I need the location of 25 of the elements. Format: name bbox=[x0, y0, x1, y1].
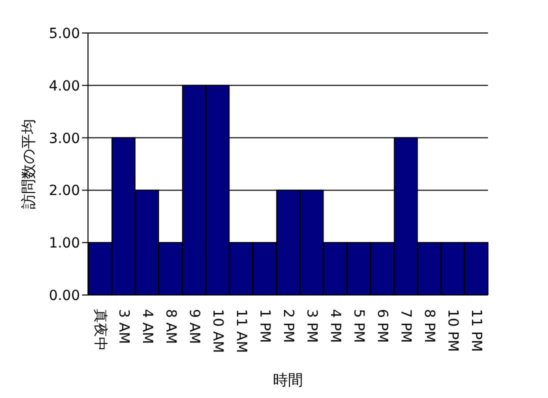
x-axis-title: 時間 bbox=[273, 371, 303, 389]
x-tick-label: 11 PM bbox=[468, 309, 484, 352]
y-tick-label: 4.00 bbox=[48, 78, 80, 94]
x-tick-label: 10 PM bbox=[444, 309, 461, 352]
x-tick-label: 3 AM bbox=[115, 309, 132, 344]
x-tick-label: 真夜中 bbox=[92, 309, 108, 351]
x-tick-label: 2 PM bbox=[280, 309, 296, 343]
x-tick-label: 8 PM bbox=[421, 309, 438, 343]
y-tick-label: 3.00 bbox=[48, 130, 80, 147]
y-tick-label: 1.00 bbox=[48, 236, 80, 252]
y-axis-title: 訪問数の平均 bbox=[19, 119, 38, 209]
x-tick-label: 9 AM bbox=[186, 309, 202, 344]
x-tick-label: 4 AM bbox=[138, 309, 155, 344]
y-tick-label: 5.00 bbox=[48, 26, 80, 42]
x-tick-label: 6 PM bbox=[374, 309, 390, 343]
y-tick-label: 0.00 bbox=[48, 288, 80, 304]
x-tick-label: 8 AM bbox=[162, 309, 178, 344]
x-tick-label: 11 AM bbox=[232, 309, 249, 353]
x-tick-label: 3 PM bbox=[304, 309, 320, 343]
y-tick-label: 2.00 bbox=[48, 183, 80, 200]
x-tick-label: 10 AM bbox=[209, 309, 226, 353]
x-tick-label: 1 PM bbox=[256, 309, 272, 343]
x-tick-label: 7 PM bbox=[398, 309, 414, 343]
x-tick-label: 4 PM bbox=[327, 309, 344, 343]
x-tick-label: 5 PM bbox=[350, 309, 367, 343]
